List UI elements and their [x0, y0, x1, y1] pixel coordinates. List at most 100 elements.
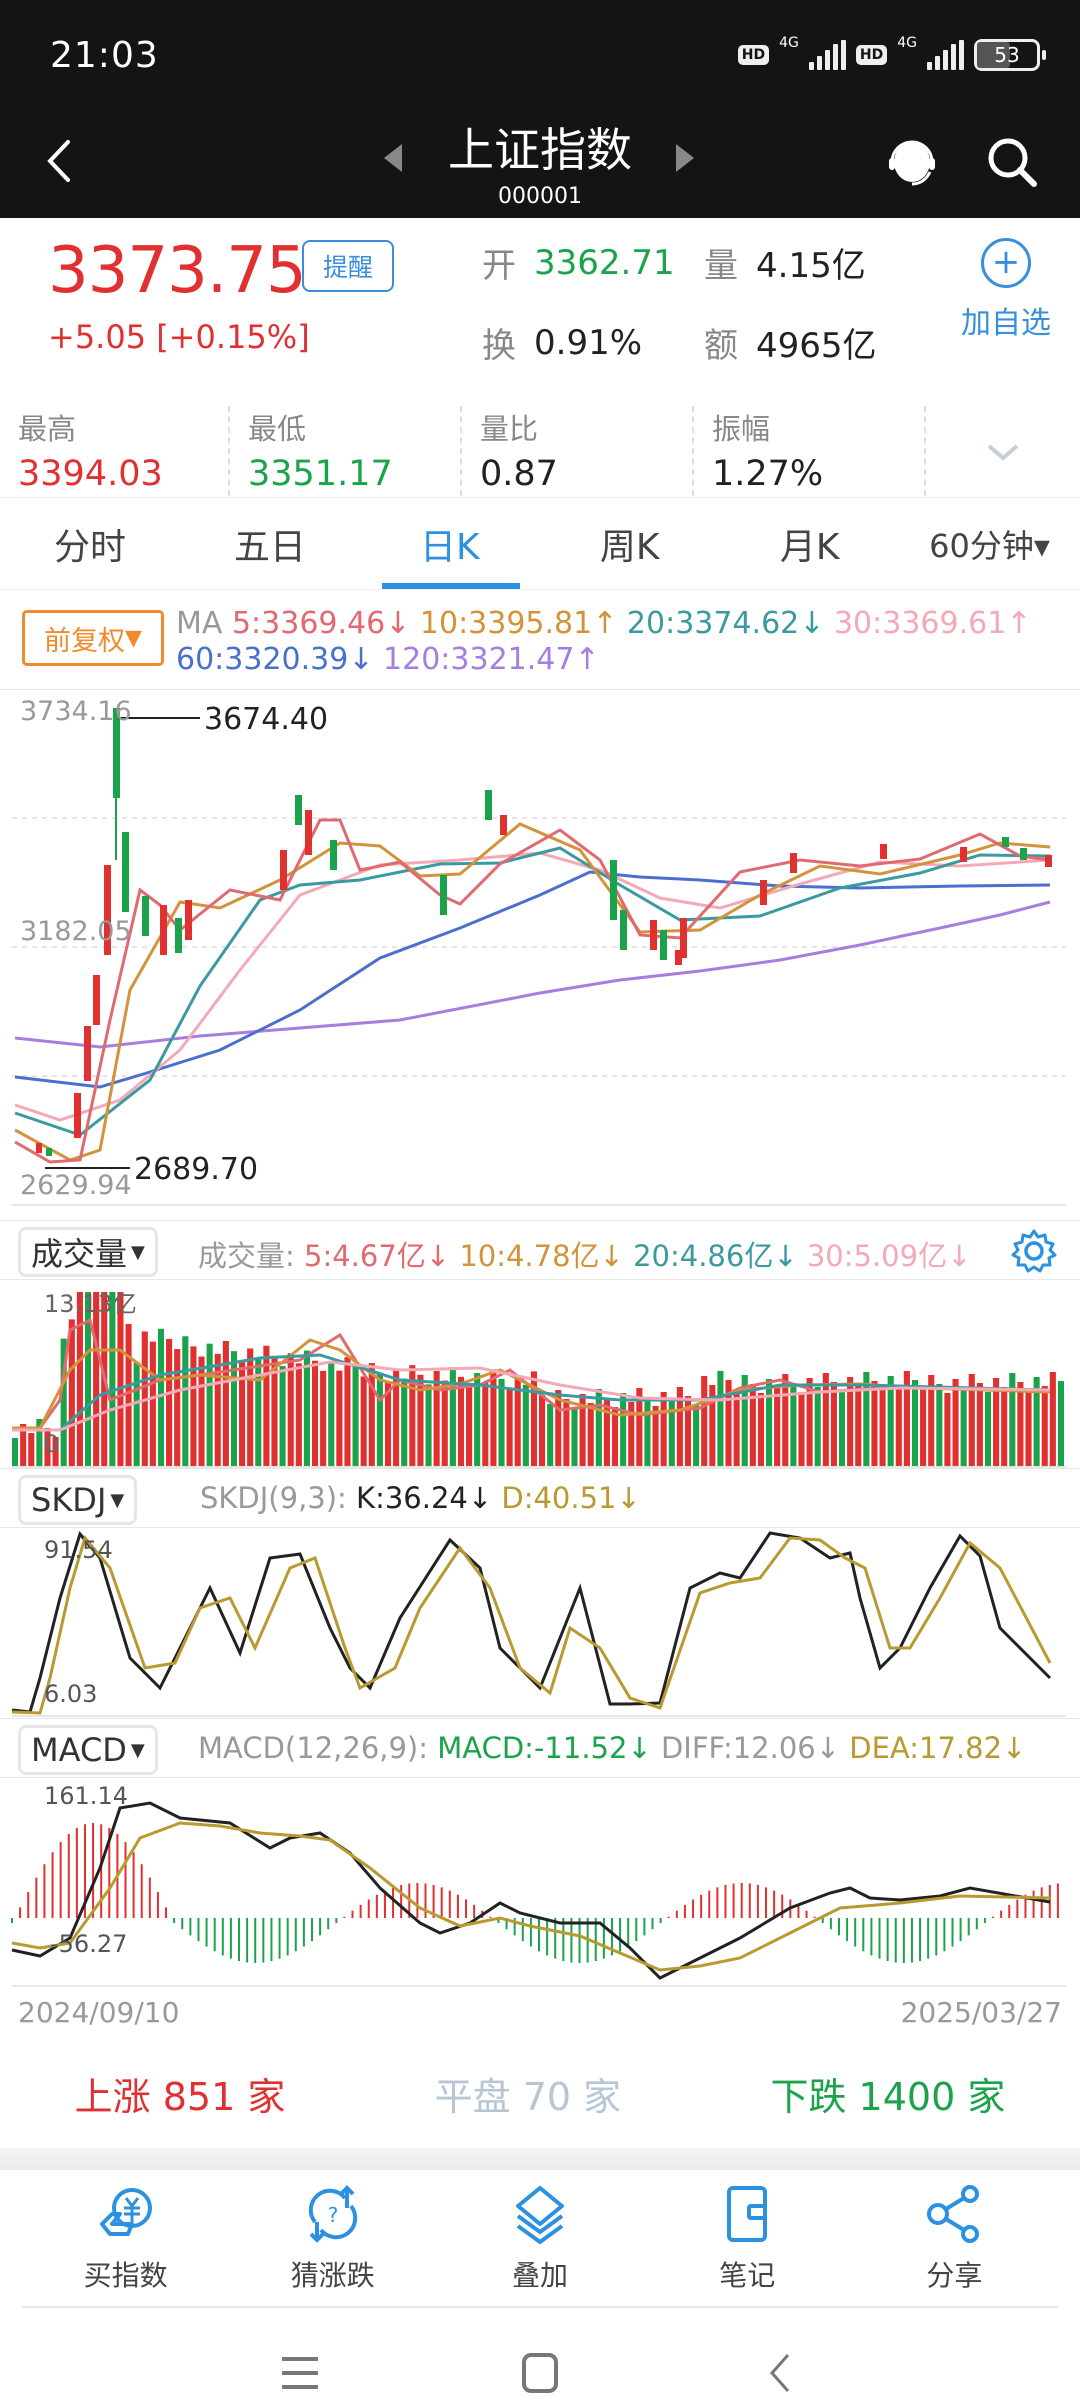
- vol-ma20: 20:4.86亿↓: [633, 1239, 798, 1273]
- date-axis: 2024/09/10 2025/03/27: [0, 1988, 1080, 2038]
- signal-icon: [927, 40, 964, 70]
- system-navigation-bar: [0, 2308, 1080, 2400]
- signal-icon: [808, 40, 846, 70]
- candlestick-chart[interactable]: 3734.16 3182.05 2629.94 3674.40 2689.70: [0, 690, 1080, 1220]
- active-tab-indicator: [382, 583, 520, 589]
- stat-low: 最低 3351.17: [230, 406, 462, 496]
- adjust-dropdown[interactable]: 前复权 ▼: [22, 610, 164, 666]
- guess-icon: ?: [308, 2185, 357, 2243]
- open-price: 开 3362.71: [482, 242, 675, 287]
- customer-service-icon[interactable]: [884, 134, 940, 190]
- ma5-value: 5:3369.46↓: [231, 606, 411, 641]
- buy-index-icon: [99, 2188, 152, 2236]
- status-time: 21:03: [50, 34, 159, 76]
- price-alert-button[interactable]: 提醒: [302, 240, 394, 292]
- decliners-count: 下跌 1400 家: [770, 2074, 1006, 2119]
- recent-apps-icon[interactable]: [280, 2353, 320, 2393]
- share-button[interactable]: 分享: [851, 2170, 1058, 2306]
- quote-panel: 3373.75 提醒 +5.05 [+0.15%] 开 3362.71 量 4.…: [0, 218, 1080, 498]
- ma120-value: 120:3321.47↑: [383, 642, 600, 677]
- chevron-left-icon[interactable]: [40, 136, 80, 186]
- share-icon: [927, 2185, 980, 2243]
- page-title: 上证指数: [448, 123, 632, 177]
- start-date: 2024/09/10: [18, 1996, 180, 2029]
- ma10-value: 10:3395.81↑: [419, 606, 618, 641]
- advancers-count: 上涨 851 家: [74, 2074, 286, 2119]
- price-change: +5.05 [+0.15%]: [48, 318, 310, 356]
- layers-icon: [516, 2186, 564, 2244]
- amount: 额 4965亿: [704, 326, 877, 366]
- buy-index-button[interactable]: 买指数: [22, 2170, 229, 2306]
- macd-chart[interactable]: 161.14 -56.27: [0, 1778, 1080, 1988]
- y-axis-mid: 3182.05: [20, 916, 132, 947]
- macd-selector[interactable]: MACD ▼: [18, 1725, 158, 1775]
- plus-icon: +: [981, 238, 1031, 288]
- current-price: 3373.75: [48, 234, 307, 308]
- min-price-annotation: 2689.70: [134, 1152, 259, 1187]
- period-tabs: 分时 五日 日K 周K 月K 60分钟▾: [0, 498, 1080, 590]
- notes-button[interactable]: 笔记: [644, 2170, 851, 2306]
- battery-level: 53: [994, 43, 1020, 67]
- candles: [36, 708, 1052, 1156]
- divider: [0, 2148, 1080, 2170]
- tab-five-day[interactable]: 五日: [233, 526, 306, 568]
- stats-row: 最高 3394.03 最低 3351.17 量比 0.87 振幅 1.27%: [0, 406, 1080, 496]
- volume-selector[interactable]: 成交量 ▼: [18, 1227, 158, 1277]
- battery-icon: 53: [974, 39, 1046, 71]
- tab-weekly-k[interactable]: 周K: [599, 526, 660, 568]
- ma30-value: 30:3369.61↑: [833, 606, 1032, 641]
- skdj-indicator-bar: SKDJ ▼ SKDJ(9,3): K:36.24↓ D:40.51↓: [0, 1468, 1080, 1528]
- tab-60min-dropdown[interactable]: 60分钟▾: [929, 526, 1050, 565]
- max-price-annotation: 3674.40: [204, 702, 329, 737]
- network-type: 4G: [779, 35, 799, 51]
- turnover-rate: 换 0.91%: [482, 322, 643, 367]
- overlay-button[interactable]: 叠加: [436, 2170, 643, 2306]
- skdj-y-min: 6.03: [44, 1680, 98, 1708]
- top-navigation-bar: 上证指数 000001: [0, 110, 1080, 218]
- macd-indicator-bar: MACD ▼ MACD(12,26,9): MACD:-11.52↓ DIFF:1…: [0, 1718, 1080, 1778]
- tab-monthly-k[interactable]: 月K: [779, 526, 840, 568]
- ma-prefix: MA: [176, 606, 223, 641]
- ma-legend: 前复权 ▼ MA 5:3369.46↓ 10:3395.81↑ 20:3374.6…: [0, 590, 1080, 690]
- status-bar: 21:03 HD 4G HD 4G 53: [0, 0, 1080, 110]
- stock-code: 000001: [498, 184, 582, 209]
- expand-stats-button[interactable]: [926, 408, 1080, 496]
- chevron-down-icon: [987, 444, 1019, 461]
- volume: 量 4.15亿: [704, 246, 866, 286]
- macd-plot: [11, 1801, 1066, 1987]
- unchanged-count: 平盘 70 家: [434, 2074, 622, 2119]
- hd-icon: HD: [855, 45, 888, 65]
- hd-icon: HD: [737, 45, 770, 65]
- gear-icon[interactable]: [1010, 1227, 1058, 1275]
- skdj-chart[interactable]: 91.54 6.03: [0, 1528, 1080, 1718]
- home-icon[interactable]: [520, 2353, 560, 2393]
- market-breadth: 上涨 851 家 平盘 70 家 下跌 1400 家: [0, 2038, 1080, 2148]
- skdj-lines: [11, 1530, 1066, 1717]
- volume-y-min: 0: [44, 1430, 60, 1458]
- volume-chart[interactable]: 13.13亿 0: [0, 1280, 1080, 1468]
- add-to-watchlist-button[interactable]: + 加自选: [956, 238, 1056, 342]
- guess-up-down-button[interactable]: ? 猜涨跌: [229, 2170, 436, 2306]
- tab-intraday[interactable]: 分时: [53, 526, 126, 568]
- macd-y-max: 161.14: [44, 1782, 128, 1810]
- search-icon[interactable]: [984, 134, 1040, 190]
- vol-ma30: 30:5.09亿↓: [806, 1239, 972, 1273]
- skdj-k-value: K:36.24↓: [356, 1481, 493, 1515]
- skdj-y-max: 91.54: [44, 1536, 113, 1564]
- end-date: 2025/03/27: [900, 1996, 1062, 2029]
- tab-daily-k[interactable]: 日K: [420, 526, 480, 568]
- ma20-value: 20:3374.62↓: [626, 606, 825, 641]
- status-icons: HD 4G HD 4G 53: [737, 35, 1046, 71]
- skdj-selector[interactable]: SKDJ ▼: [18, 1475, 138, 1525]
- svg-text:?: ?: [327, 2203, 338, 2227]
- dea-value: DEA:17.82↓: [849, 1731, 1027, 1765]
- stat-volume-ratio: 量比 0.87: [462, 406, 694, 496]
- next-stock-arrow[interactable]: [676, 144, 694, 172]
- macd-y-min: -56.27: [50, 1930, 128, 1958]
- bottom-action-bar: 买指数 ? 猜涨跌 叠加 笔记 分享: [22, 2170, 1058, 2308]
- notebook-icon: [727, 2186, 768, 2242]
- prev-stock-arrow[interactable]: [384, 144, 402, 172]
- stat-amplitude: 振幅 1.27%: [694, 406, 926, 496]
- vol-ma10: 10:4.78亿↓: [459, 1239, 624, 1273]
- back-icon[interactable]: [760, 2353, 800, 2393]
